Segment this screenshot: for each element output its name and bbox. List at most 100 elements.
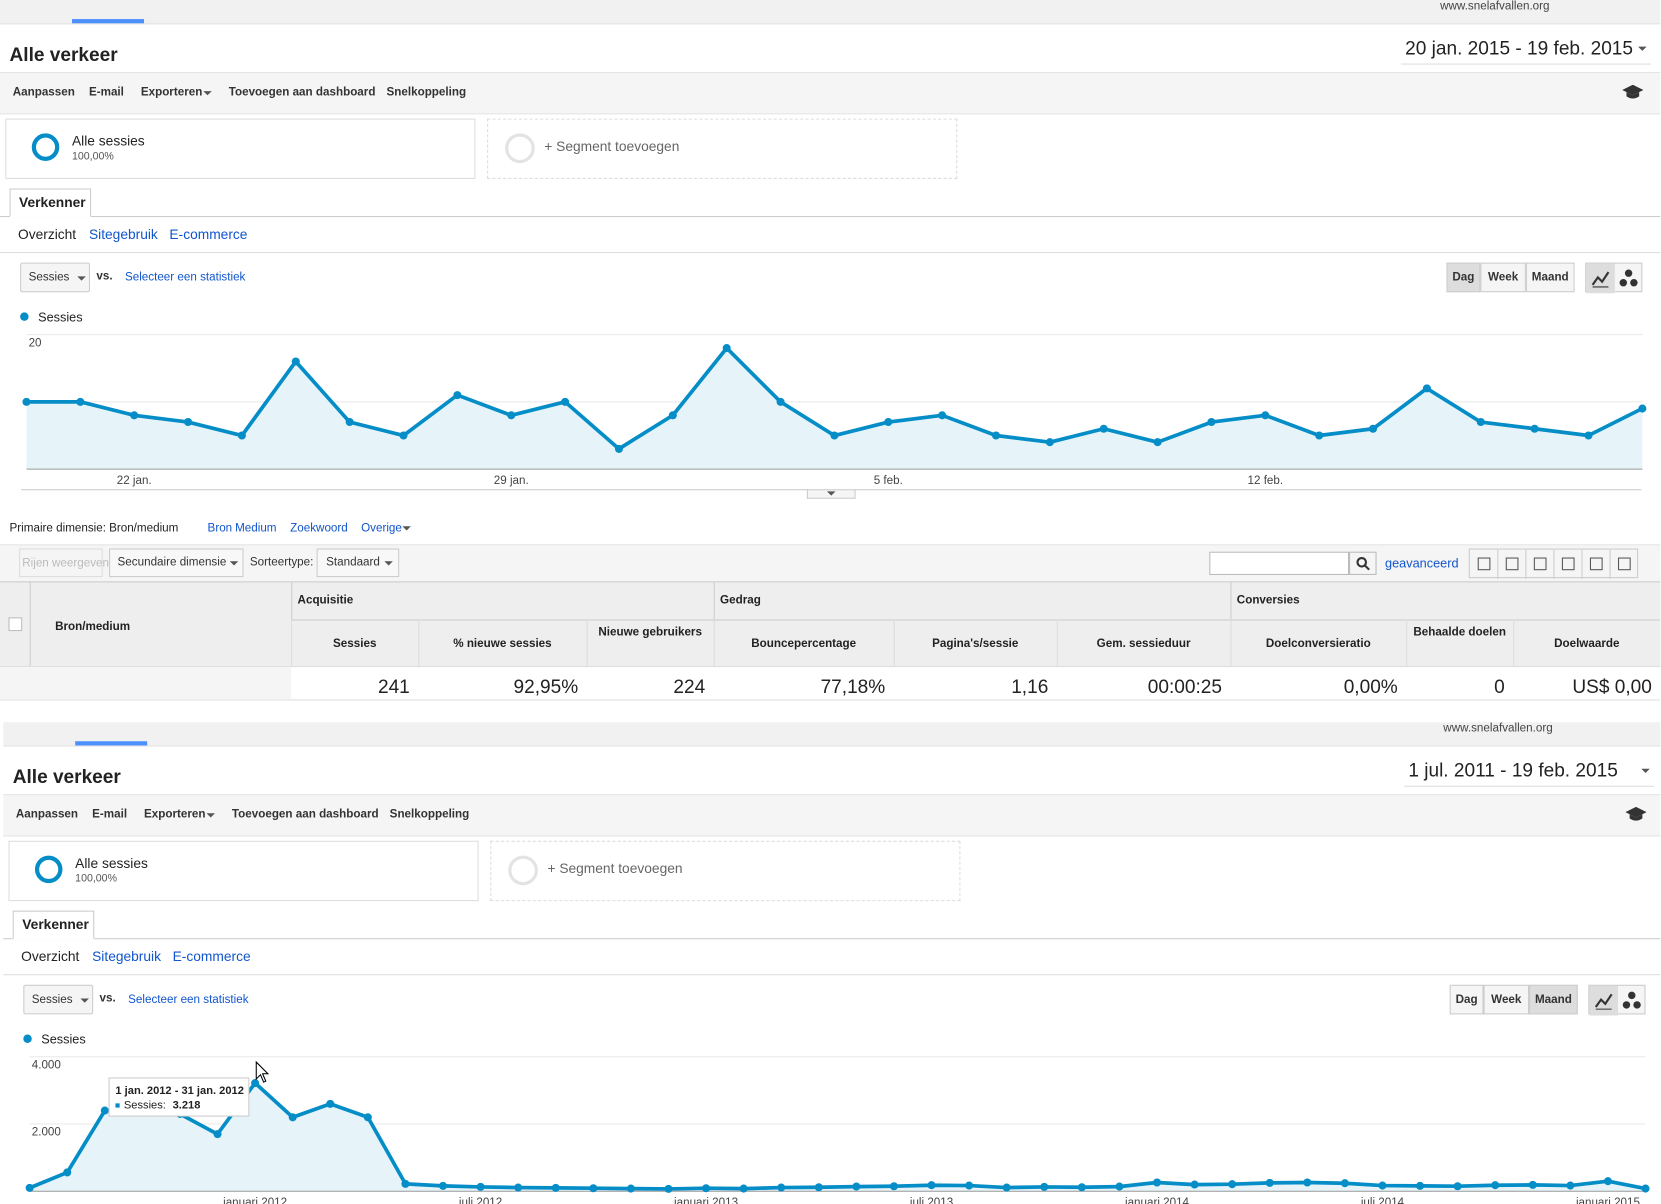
- date-range-picker[interactable]: 1 jul. 2011 - 19 feb. 2015: [1404, 756, 1655, 787]
- interval-button[interactable]: Maand: [1525, 262, 1575, 293]
- checkbox[interactable]: [8, 617, 23, 632]
- data-point: [399, 431, 408, 440]
- data-point: [438, 1181, 448, 1190]
- vs-label: vs.: [99, 992, 116, 1005]
- mouse-cursor: [255, 1060, 270, 1083]
- sort-dropdown[interactable]: Standaard: [316, 548, 400, 578]
- column-header[interactable]: % nieuwe sessies: [453, 637, 552, 651]
- column-header[interactable]: Doelwaarde: [1554, 637, 1620, 651]
- view-buttons[interactable]: [1468, 548, 1639, 580]
- subtab[interactable]: Overzicht: [18, 226, 77, 242]
- search-button[interactable]: [1349, 551, 1377, 575]
- column-header[interactable]: Doelconversieratio: [1265, 637, 1371, 651]
- toolbar-button[interactable]: Toevoegen aan dashboard: [231, 807, 379, 821]
- column-header[interactable]: Bron/medium: [55, 620, 131, 634]
- legend-marker: [23, 1034, 32, 1044]
- date-range-picker[interactable]: 20 jan. 2015 - 19 feb. 2015: [1400, 33, 1651, 65]
- data-point: [1315, 431, 1324, 440]
- segment-add-label: + Segment toevoegen: [547, 860, 683, 877]
- toolbar-button[interactable]: Exporteren: [144, 807, 206, 821]
- data-point: [507, 411, 516, 420]
- subtab[interactable]: E-commerce: [169, 226, 248, 242]
- column-header[interactable]: Nieuwe gebruikers: [598, 625, 702, 639]
- academy-icon: [1622, 84, 1644, 100]
- total-value: 77,18%: [820, 676, 886, 698]
- toolbar-button[interactable]: E-mail: [88, 85, 124, 99]
- subtab[interactable]: E-commerce: [172, 948, 251, 965]
- data-point: [551, 1183, 560, 1192]
- interval-button[interactable]: Maand: [1529, 984, 1578, 1015]
- x-tick-label: juli 2014: [1360, 1196, 1405, 1204]
- tooltip-box: [108, 1077, 250, 1117]
- chart-type-buttons[interactable]: [1585, 262, 1643, 294]
- tab[interactable]: Verkenner: [12, 910, 95, 940]
- toolbar-button[interactable]: Aanpassen: [12, 85, 75, 99]
- sort-label: Sorteertype:: [249, 555, 314, 569]
- primary-dimension-option[interactable]: Bron: [207, 522, 233, 535]
- secondary-dimension[interactable]: Secundaire dimensie: [109, 548, 244, 578]
- search-icon: [1356, 556, 1370, 571]
- data-point: [25, 1183, 34, 1192]
- group-header-cell: [1230, 581, 1660, 620]
- segment-card[interactable]: Alle sessies 100,00%: [5, 118, 476, 179]
- column-header[interactable]: Behaalde doelen: [1413, 625, 1506, 639]
- primary-dimension-option[interactable]: Zoekwoord: [290, 522, 348, 535]
- group-rule: [291, 619, 1661, 621]
- interval-button[interactable]: Dag: [1446, 262, 1481, 293]
- segment-add[interactable]: + Segment toevoegen: [490, 840, 961, 902]
- column-header[interactable]: Sessies: [333, 637, 377, 651]
- advanced-link[interactable]: geavanceerd: [1385, 555, 1459, 571]
- data-point: [777, 1183, 786, 1192]
- chart-type-buttons[interactable]: [1588, 984, 1646, 1016]
- select-metric[interactable]: Selecteer een statistiek: [128, 993, 249, 1006]
- column-divider: [1230, 619, 1232, 700]
- data-point: [1603, 1177, 1612, 1186]
- toolbar-button[interactable]: Toevoegen aan dashboard: [228, 85, 376, 99]
- data-point: [184, 418, 193, 427]
- segment-add-label: + Segment toevoegen: [544, 138, 680, 155]
- dropdown-caret: [229, 561, 239, 566]
- active-nav-indicator: [72, 19, 145, 24]
- interval-button[interactable]: Week: [1480, 262, 1526, 293]
- interval-button[interactable]: Week: [1483, 984, 1530, 1015]
- data-point: [1115, 1182, 1124, 1191]
- column-header[interactable]: Gem. sessieduur: [1096, 637, 1191, 651]
- subtab[interactable]: Overzicht: [21, 948, 80, 965]
- subtab[interactable]: Sitegebruik: [88, 226, 158, 242]
- tooltip-swatch: [115, 1103, 120, 1108]
- group-header: Acquisitie: [297, 594, 354, 607]
- column-header[interactable]: Pagina's/sessie: [932, 637, 1019, 651]
- segment-share: 100,00%: [72, 150, 114, 163]
- segment-name: Alle sessies: [75, 855, 148, 871]
- search-input[interactable]: [1209, 551, 1350, 575]
- metric-dropdown[interactable]: Sessies: [20, 262, 91, 293]
- toolbar-button[interactable]: Exporteren: [140, 85, 203, 99]
- primary-dimension-option[interactable]: Overige: [361, 522, 402, 535]
- tab[interactable]: Verkenner: [9, 188, 92, 218]
- toolbar-button[interactable]: Snelkoppeling: [389, 807, 470, 821]
- y-tick-label: 20: [29, 336, 42, 349]
- y-tick-label: 4.000: [32, 1058, 62, 1071]
- segment-ring: [505, 133, 535, 164]
- total-value: 0: [1494, 676, 1505, 698]
- data-point: [213, 1130, 222, 1139]
- primary-dimension-option[interactable]: Medium: [235, 522, 277, 535]
- subtab[interactable]: Sitegebruik: [92, 948, 162, 965]
- select-metric[interactable]: Selecteer een statistiek: [124, 271, 246, 284]
- toolbar-button[interactable]: Snelkoppeling: [386, 85, 467, 99]
- segment-ring: [508, 855, 538, 886]
- toolbar-button[interactable]: E-mail: [92, 807, 128, 821]
- segment-add[interactable]: + Segment toevoegen: [487, 118, 958, 179]
- tab-rule: [0, 216, 1661, 218]
- toolbar-button[interactable]: Aanpassen: [15, 807, 79, 821]
- data-point: [927, 1181, 936, 1190]
- metric-dropdown[interactable]: Sessies: [23, 984, 94, 1015]
- group-header: Conversies: [1236, 594, 1300, 607]
- toolbar: [0, 72, 1661, 115]
- data-point: [1641, 1184, 1650, 1193]
- segment-card[interactable]: Alle sessies 100,00%: [8, 840, 479, 902]
- legend-label: Sessies: [41, 1033, 85, 1047]
- interval-button[interactable]: Dag: [1449, 984, 1484, 1015]
- column-header[interactable]: Bouncepercentage: [751, 637, 857, 651]
